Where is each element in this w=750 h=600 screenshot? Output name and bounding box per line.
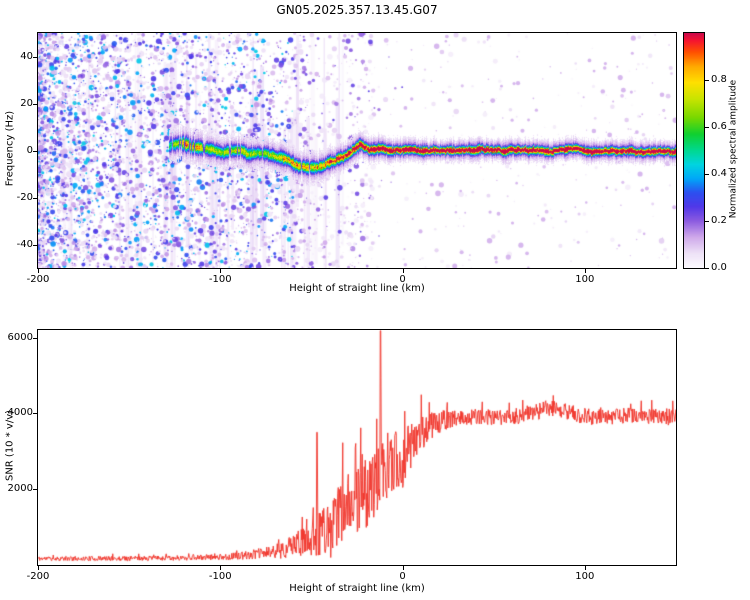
x-tick-label: 100 (575, 274, 595, 285)
x-tick-label: 0 (399, 571, 406, 582)
y-tick-label: -40 (16, 238, 33, 250)
colorbar-tick-mark (705, 221, 709, 222)
spectrogram-plot (37, 32, 677, 269)
colorbar-canvas (684, 33, 704, 268)
colorbar-tick-mark (705, 127, 709, 128)
colorbar-tick-label: 0.4 (711, 168, 727, 179)
y-tick-mark (33, 197, 37, 199)
x-tick-mark (220, 566, 222, 570)
x-tick-label: -100 (208, 274, 232, 285)
x-tick-label: -200 (26, 571, 50, 582)
x-tick-mark (38, 269, 39, 273)
y-tick-label: 6000 (7, 331, 33, 343)
colorbar-tick-label: 0.8 (711, 74, 727, 85)
x-tick-mark (402, 566, 404, 570)
x-tick-mark (220, 269, 222, 273)
colorbar-tick-mark (705, 80, 709, 81)
colorbar-tick-label: 0.6 (711, 121, 727, 132)
top-x-axis-label: Height of straight line (km) (289, 283, 425, 294)
bottom-x-axis-label: Height of straight line (km) (289, 583, 425, 594)
y-tick-mark (33, 103, 37, 105)
x-tick-mark (402, 269, 404, 273)
colorbar-tick-label: 0.2 (711, 215, 727, 226)
x-tick-label: 0 (399, 274, 406, 285)
y-tick-label: 20 (20, 97, 33, 109)
snr-canvas (38, 330, 676, 565)
x-tick-mark (38, 566, 39, 570)
colorbar-label: Normalized spectral amplitude (728, 79, 739, 219)
y-tick-label: 4000 (7, 407, 33, 419)
x-tick-mark (584, 566, 586, 570)
bottom-y-axis-label: SNR (10 * v/v) (4, 409, 16, 482)
y-tick-mark (33, 150, 37, 152)
y-tick-label: 40 (20, 50, 33, 62)
y-tick-mark (33, 56, 37, 58)
x-tick-mark (584, 269, 586, 273)
x-tick-label: 100 (575, 571, 595, 582)
y-tick-label: -20 (16, 191, 33, 203)
y-tick-mark (33, 489, 37, 491)
y-tick-mark (33, 244, 37, 246)
colorbar-tick-label: 0.0 (711, 262, 727, 273)
y-tick-label: 2000 (7, 483, 33, 495)
y-tick-mark (33, 413, 37, 415)
x-tick-label: -200 (26, 274, 50, 285)
colorbar-tick-mark (705, 268, 709, 269)
spectrogram-canvas (38, 33, 676, 268)
colorbar (683, 32, 705, 269)
y-tick-mark (33, 337, 37, 339)
y-tick-label: 0 (26, 144, 33, 156)
figure-title: GN05.2025.357.13.45.G07 (276, 3, 438, 17)
colorbar-tick-mark (705, 174, 709, 175)
x-tick-label: -100 (208, 571, 232, 582)
snr-plot (37, 329, 677, 566)
